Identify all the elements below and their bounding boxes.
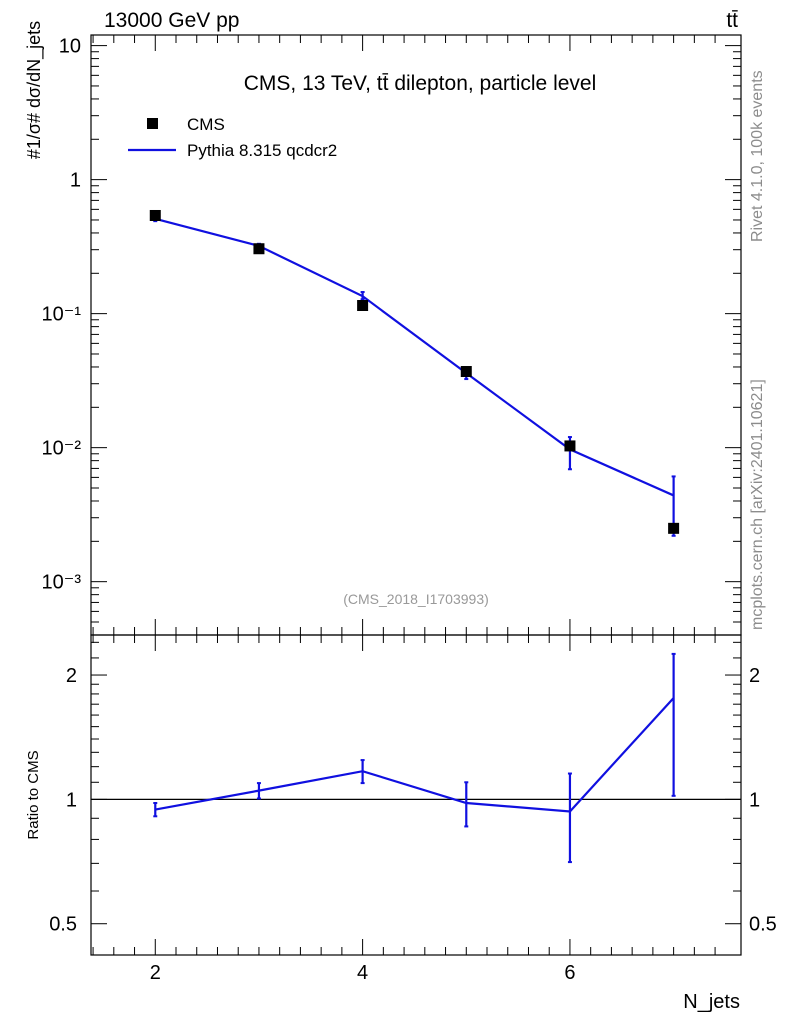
ratio-xtick-label: 6: [564, 962, 575, 984]
ratio-axis-ticks: 0.5 0.5 1 1 2 2 2 4 6: [49, 635, 777, 984]
main-ytick-label: 10⁻¹: [42, 304, 82, 326]
ylabel-text: #1/σ# dσ/dN_jets: [24, 21, 45, 159]
ratio-xtick-label: 2: [150, 962, 161, 984]
cms-data-point: [253, 243, 265, 255]
ratio-ytick-label-left: 1: [66, 789, 77, 811]
cms-data-point: [149, 209, 161, 221]
ratio-ytick-label-right: 0.5: [749, 914, 777, 936]
ratio-series-line: [155, 697, 675, 813]
main-panel: 10⁻³ 10⁻² 10⁻¹ 1 10 CMS, 13 TeV, tt̄ dilepto…: [24, 21, 742, 636]
main-ytick-label: 10: [59, 36, 81, 58]
main-ytick-label: 1: [70, 170, 81, 192]
header-right-label: tt̄: [726, 9, 738, 32]
analysis-annotation: (CMS_2018_I1703993): [343, 591, 489, 607]
ratio-panel: 0.5 0.5 1 1 2 2 2 4 6 Ratio to CMS N_jets: [25, 634, 777, 1013]
ratio-ylabel: Ratio to CMS: [25, 750, 42, 839]
mcplots-label: mcplots.cern.ch [arXiv:2401.10621]: [749, 379, 766, 630]
ratio-ytick-label-right: 2: [749, 665, 760, 687]
legend-cms-marker: [147, 118, 158, 129]
ratio-ytick-label-left: 2: [66, 665, 77, 687]
cms-data-point: [564, 440, 576, 452]
ratio-frame: [90, 634, 742, 956]
main-ytick-label: 10⁻²: [42, 438, 82, 460]
ratio-ytick-label-left: 0.5: [49, 914, 77, 936]
legend-pythia-label: Pythia 8.315 qcdcr2: [187, 141, 337, 160]
header-left-label: 13000 GeV pp: [104, 9, 239, 32]
legend: CMS Pythia 8.315 qcdcr2: [128, 115, 337, 160]
cms-data-point: [668, 522, 680, 534]
main-title: CMS, 13 TeV, tt̄ dilepton, particle leve…: [244, 72, 597, 95]
pythia-series-line: [154, 217, 675, 497]
ratio-xlabel: N_jets: [683, 991, 740, 1013]
ratio-ytick-label-right: 1: [749, 789, 760, 811]
cms-data-point: [460, 366, 472, 378]
rivet-label: Rivet 4.1.0, 100k events: [749, 70, 766, 242]
main-axis-ticks: 10⁻³ 10⁻² 10⁻¹ 1 10: [42, 35, 741, 636]
main-data-marks: [149, 209, 680, 537]
ratio-xtick-label: 4: [357, 962, 368, 984]
legend-cms-label: CMS: [187, 115, 225, 134]
main-ytick-label: 10⁻³: [42, 572, 82, 594]
ratio-data-marks: [153, 652, 676, 864]
cms-data-point: [357, 300, 369, 312]
xlabel-text: N_jets: [683, 991, 740, 1013]
main-ylabel: #1/σ# dσ/dN_jets: [24, 21, 45, 159]
